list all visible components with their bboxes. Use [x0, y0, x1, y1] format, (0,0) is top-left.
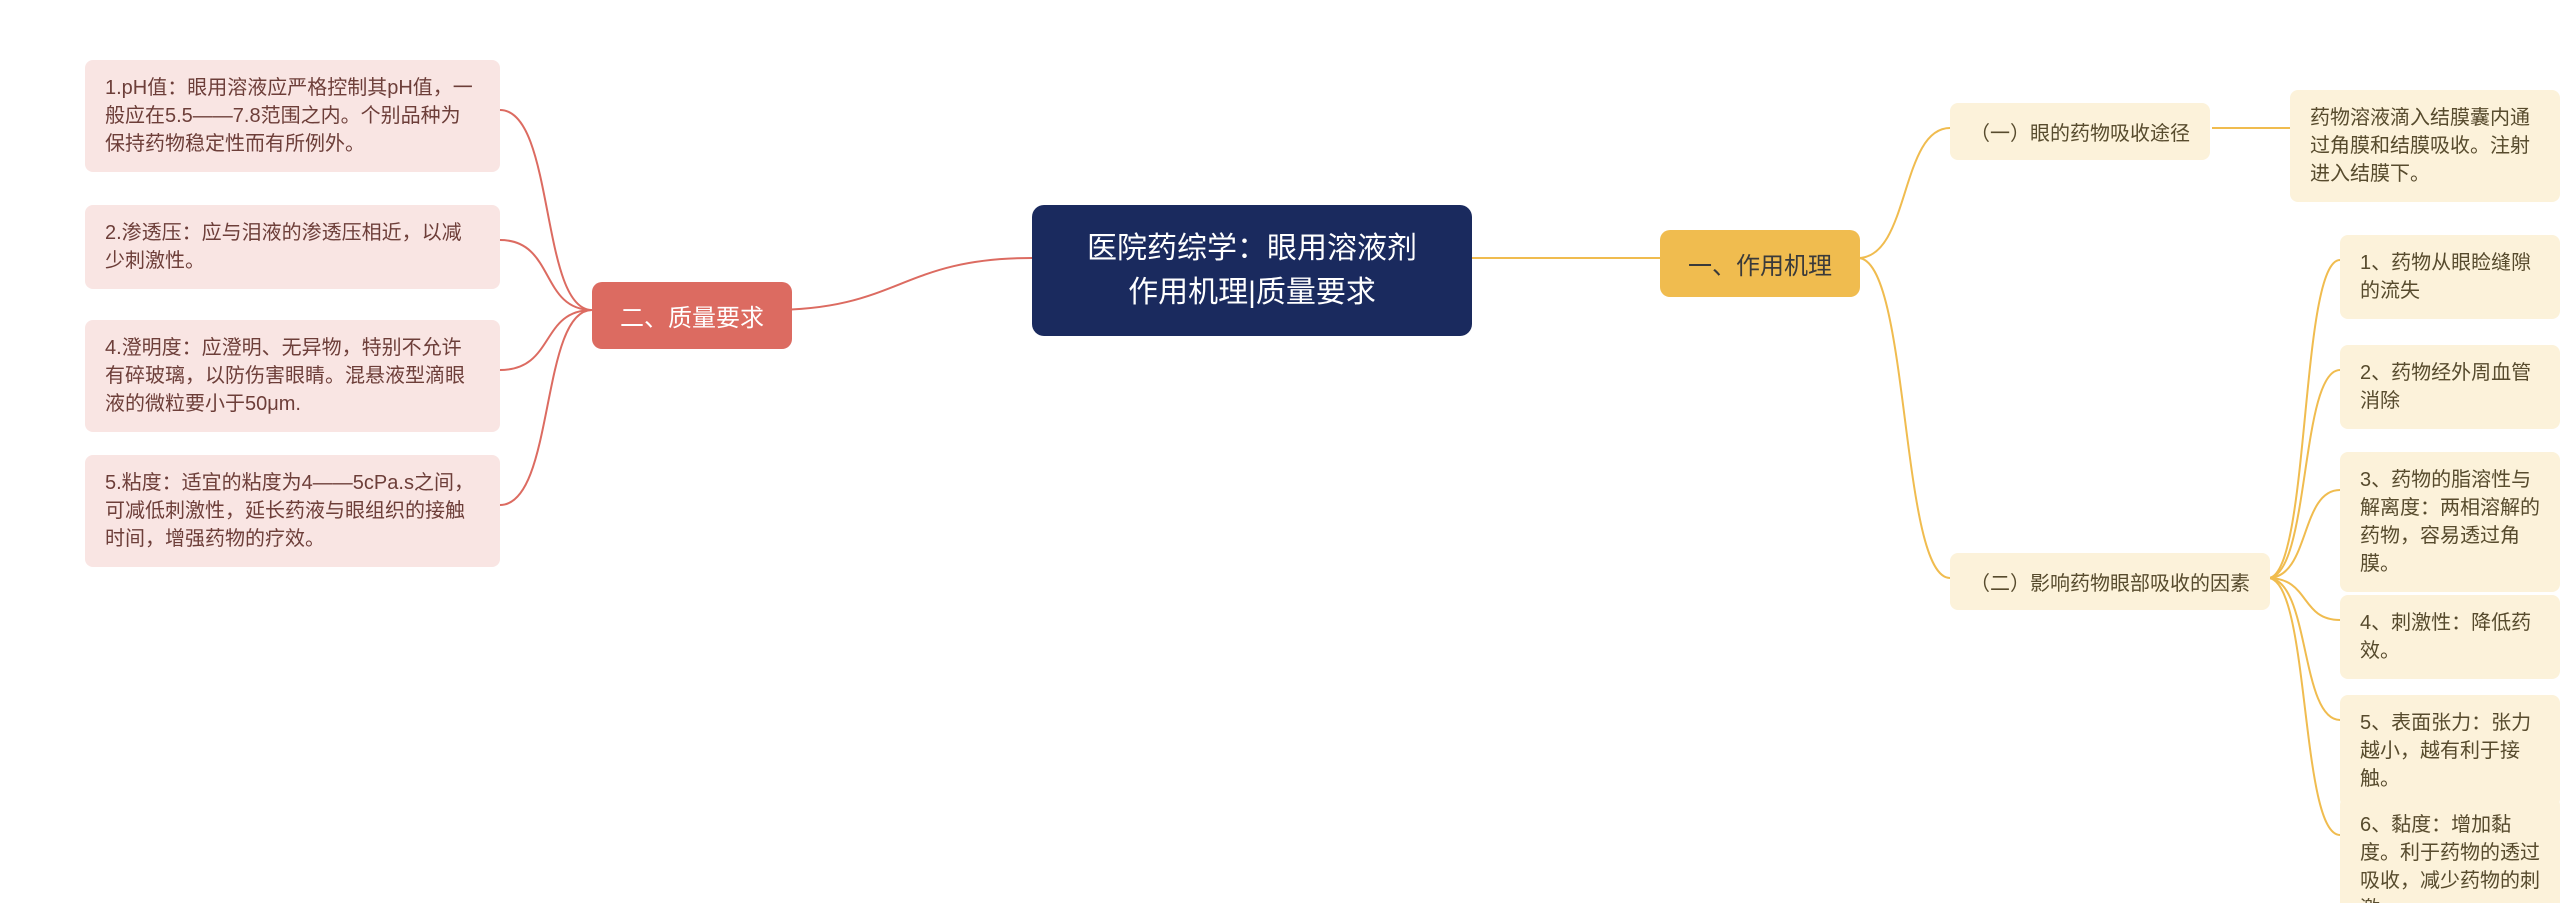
root-line1: 医院药综学：眼用溶液剂 [1087, 232, 1417, 265]
right-sub2-leaf-5[interactable]: 5、表面张力：张力越小，越有利于接触。 [2340, 695, 2560, 807]
left-leaf-1[interactable]: 1.pH值：眼用溶液应严格控制其pH值，一般应在5.5——7.8范围之内。个别品… [85, 60, 500, 172]
left-leaf-4[interactable]: 5.粘度：适宜的粘度为4——5cPa.s之间，可减低刺激性，延长药液与眼组织的接… [85, 455, 500, 567]
right-sub2-leaf2-text: 2、药物经外周血管消除 [2360, 362, 2531, 412]
conn-left-l2 [500, 240, 592, 310]
right-main-node[interactable]: 一、作用机理 [1660, 230, 1860, 297]
right-sub1-label: （一）眼的药物吸收途径 [1970, 123, 2190, 145]
right-sub1-leaf[interactable]: 药物溶液滴入结膜囊内通过角膜和结膜吸收。注射进入结膜下。 [2290, 90, 2560, 202]
conn-left-l1 [500, 110, 592, 310]
conn-sub2-l5 [2268, 578, 2340, 720]
left-leaf1-text: 1.pH值：眼用溶液应严格控制其pH值，一般应在5.5——7.8范围之内。个别品… [105, 77, 473, 155]
right-sub2-node[interactable]: （二）影响药物眼部吸收的因素 [1950, 553, 2270, 610]
conn-sub2-l3 [2268, 490, 2340, 578]
conn-root-left [770, 258, 1032, 310]
conn-sub2-l6 [2268, 578, 2340, 835]
left-leaf4-text: 5.粘度：适宜的粘度为4——5cPa.s之间，可减低刺激性，延长药液与眼组织的接… [105, 472, 474, 550]
right-sub2-leaf-6[interactable]: 6、黏度：增加黏度。利于药物的透过吸收，减少药物的刺激。 [2340, 797, 2560, 903]
conn-sub2-l4 [2268, 578, 2340, 620]
right-sub2-leaf-4[interactable]: 4、刺激性：降低药效。 [2340, 595, 2560, 679]
conn-right-sub2 [1858, 258, 1950, 578]
left-leaf-2[interactable]: 2.渗透压：应与泪液的渗透压相近，以减少刺激性。 [85, 205, 500, 289]
conn-sub2-l1 [2268, 260, 2340, 578]
conn-right-sub1 [1858, 128, 1950, 258]
right-sub1-node[interactable]: （一）眼的药物吸收途径 [1950, 103, 2210, 160]
root-line2: 作用机理|质量要求 [1128, 276, 1376, 309]
right-sub2-label: （二）影响药物眼部吸收的因素 [1970, 573, 2250, 595]
left-leaf2-text: 2.渗透压：应与泪液的渗透压相近，以减少刺激性。 [105, 222, 462, 272]
right-sub2-leaf-2[interactable]: 2、药物经外周血管消除 [2340, 345, 2560, 429]
right-sub2-leaf6-text: 6、黏度：增加黏度。利于药物的透过吸收，减少药物的刺激。 [2360, 814, 2540, 903]
right-sub2-leaf5-text: 5、表面张力：张力越小，越有利于接触。 [2360, 712, 2531, 790]
root-node[interactable]: 医院药综学：眼用溶液剂 作用机理|质量要求 [1032, 205, 1472, 336]
right-sub1-leaf-text: 药物溶液滴入结膜囊内通过角膜和结膜吸收。注射进入结膜下。 [2310, 107, 2530, 185]
left-leaf3-text: 4.澄明度：应澄明、无异物，特别不允许有碎玻璃，以防伤害眼睛。混悬液型滴眼液的微… [105, 337, 465, 415]
left-main-node[interactable]: 二、质量要求 [592, 282, 792, 349]
left-main-label: 二、质量要求 [620, 305, 764, 332]
right-sub2-leaf4-text: 4、刺激性：降低药效。 [2360, 612, 2531, 662]
right-sub2-leaf1-text: 1、药物从眼睑缝隙的流失 [2360, 252, 2531, 302]
mindmap-canvas: 医院药综学：眼用溶液剂 作用机理|质量要求 一、作用机理 （一）眼的药物吸收途径… [0, 0, 2560, 903]
right-main-label: 一、作用机理 [1688, 253, 1832, 280]
conn-left-l3 [500, 310, 592, 370]
right-sub2-leaf-1[interactable]: 1、药物从眼睑缝隙的流失 [2340, 235, 2560, 319]
right-sub2-leaf-3[interactable]: 3、药物的脂溶性与解离度：两相溶解的药物，容易透过角膜。 [2340, 452, 2560, 592]
left-leaf-3[interactable]: 4.澄明度：应澄明、无异物，特别不允许有碎玻璃，以防伤害眼睛。混悬液型滴眼液的微… [85, 320, 500, 432]
right-sub2-leaf3-text: 3、药物的脂溶性与解离度：两相溶解的药物，容易透过角膜。 [2360, 469, 2540, 575]
conn-left-l4 [500, 310, 592, 505]
conn-sub2-l2 [2268, 370, 2340, 578]
